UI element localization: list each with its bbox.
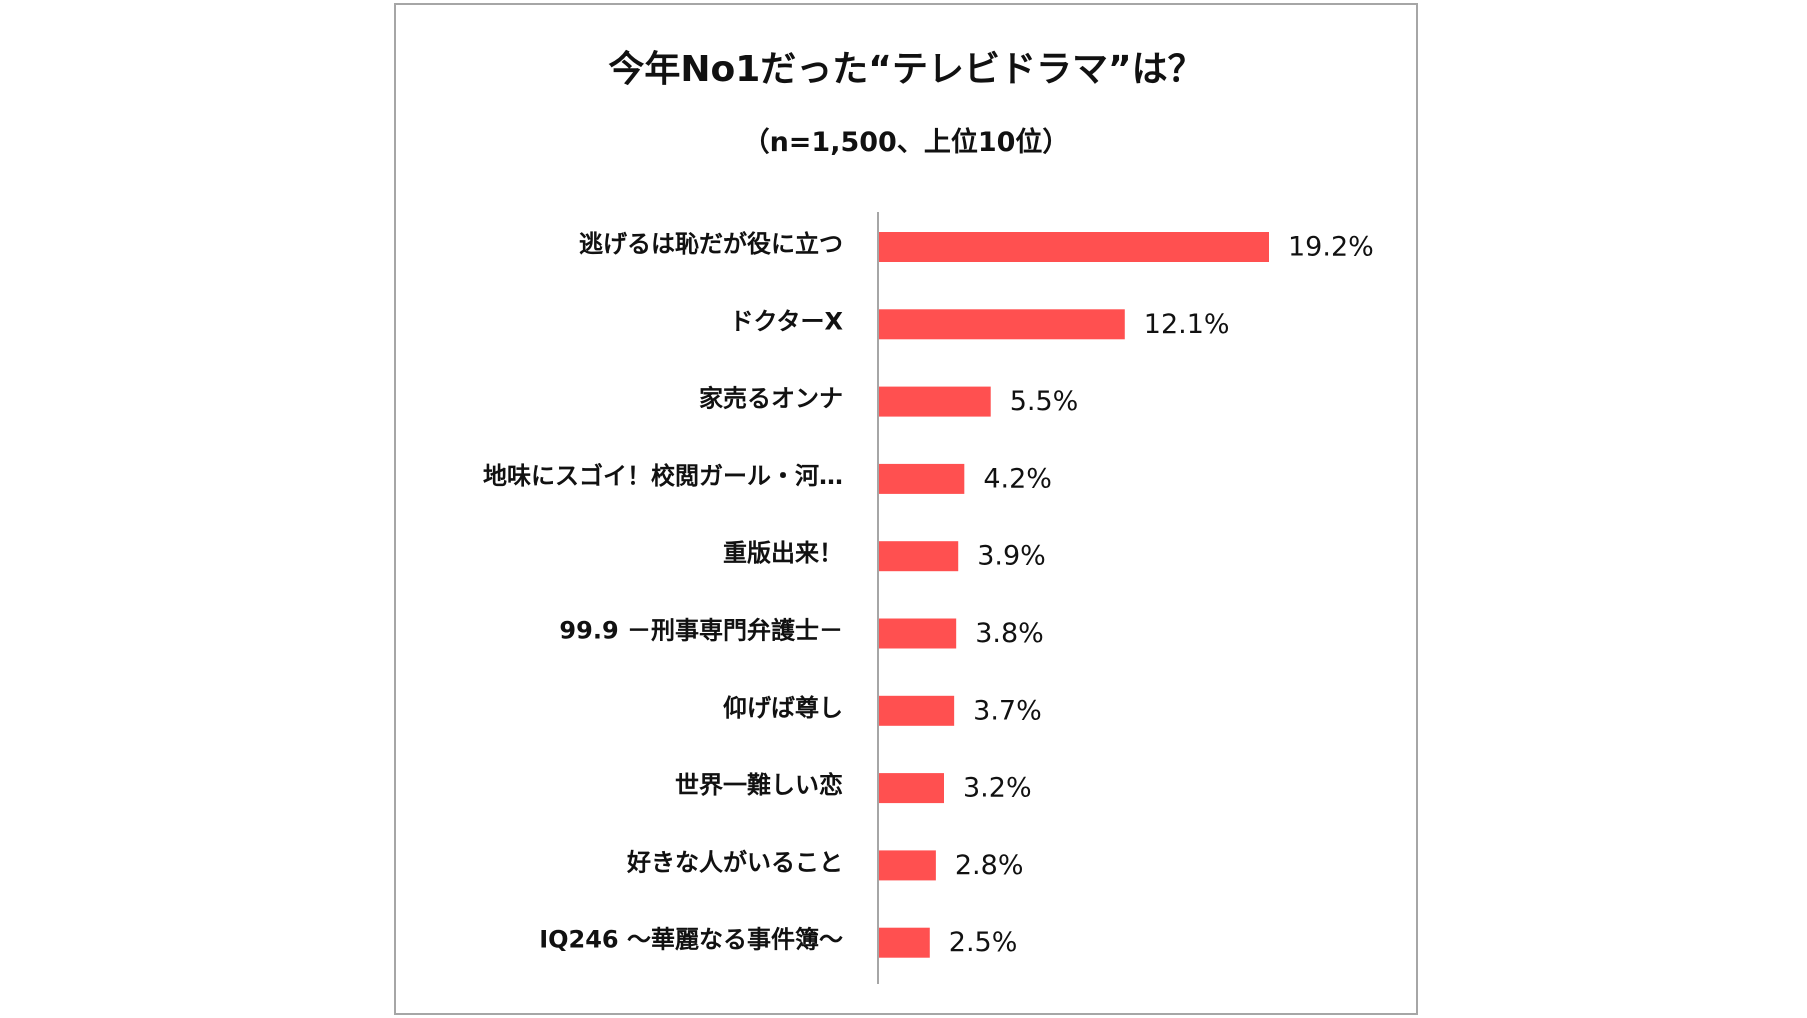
data-label: 4.2% [983,463,1052,494]
category-label: 地味にスゴイ！校閲ガール・河… [483,462,843,490]
data-label: 19.2% [1288,232,1374,263]
bar [879,309,1125,340]
bar [879,232,1269,262]
bar [879,386,991,417]
bar [879,695,955,726]
chart-frame [394,3,1418,1015]
data-label: 12.1% [1144,309,1230,340]
category-label: 家売るオンナ [699,385,843,413]
category-label: 重版出来！ [723,539,843,567]
data-label: 3.7% [973,695,1042,726]
bar [879,850,936,881]
data-label: 3.9% [977,541,1046,572]
category-label: 99.9 －刑事専門弁護士－ [559,617,843,645]
chart-title: 今年No1だった“テレビドラマ”は？ [608,49,1204,90]
bar [879,541,959,572]
category-label: 好きな人がいること [626,848,843,876]
category-label: 世界一難しい恋 [675,771,843,799]
data-label: 5.5% [1010,386,1079,417]
bar [879,618,957,649]
category-label: 逃げるは恥だが役に立つ [579,230,843,258]
data-label: 2.8% [955,850,1024,881]
bar [879,463,965,494]
data-label: 3.2% [963,773,1032,804]
chart-subtitle: （n=1,500、上位10位） [742,127,1070,158]
data-label: 2.5% [949,927,1018,958]
category-label: ドクターX [729,307,843,335]
data-label: 3.8% [975,618,1044,649]
bar [879,927,930,958]
bar [879,773,944,804]
category-label: 仰げば尊し [723,694,843,722]
category-label: IQ246 ～華麗なる事件簿～ [539,926,843,954]
